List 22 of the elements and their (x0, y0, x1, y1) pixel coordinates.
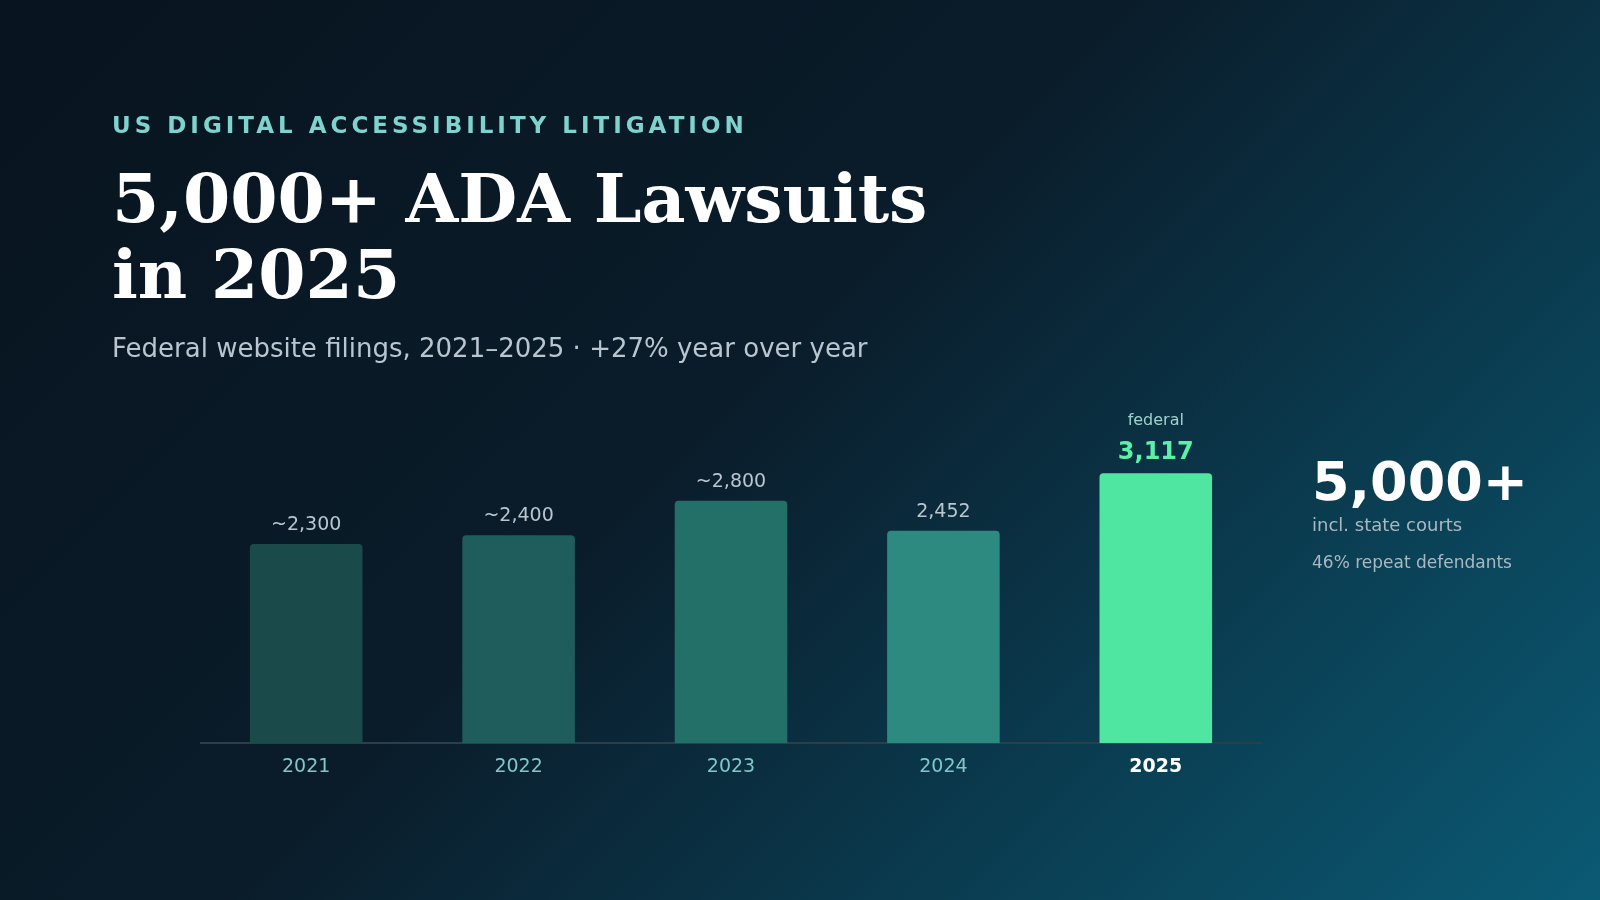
data-label: ~2,800 (695, 468, 767, 491)
text: US DIGITAL ACCESSIBILITY LITIGATION (112, 112, 748, 138)
data-label: ~2,400 (483, 503, 554, 526)
data-label: ~2,300 (271, 511, 342, 534)
x-tick-label: 2021 (282, 753, 331, 776)
x-tick-label: 2023 (706, 753, 756, 776)
text: incl. state courts (1312, 514, 1463, 535)
data-label: 3,117 (1117, 437, 1194, 466)
bar (249, 543, 363, 744)
data-label: 2,452 (916, 498, 971, 521)
x-tick-label: 2024 (919, 753, 968, 776)
bar (462, 535, 575, 744)
bar (887, 530, 1000, 744)
annotation: federal (1127, 410, 1184, 430)
x-tick-label: 2025 (1129, 753, 1183, 776)
x-tick-label: 2022 (494, 753, 543, 776)
text: 46% repeat defendants (1312, 552, 1512, 572)
chart-subtitle: Federal website filings, 2021–2025 · +27% year over year (112, 333, 868, 363)
chart-title: 5,000+ ADA Lawsuits in 2025 (112, 158, 929, 314)
bar (674, 500, 788, 744)
bar (1099, 473, 1213, 744)
text: 5,000+ (1312, 450, 1529, 513)
